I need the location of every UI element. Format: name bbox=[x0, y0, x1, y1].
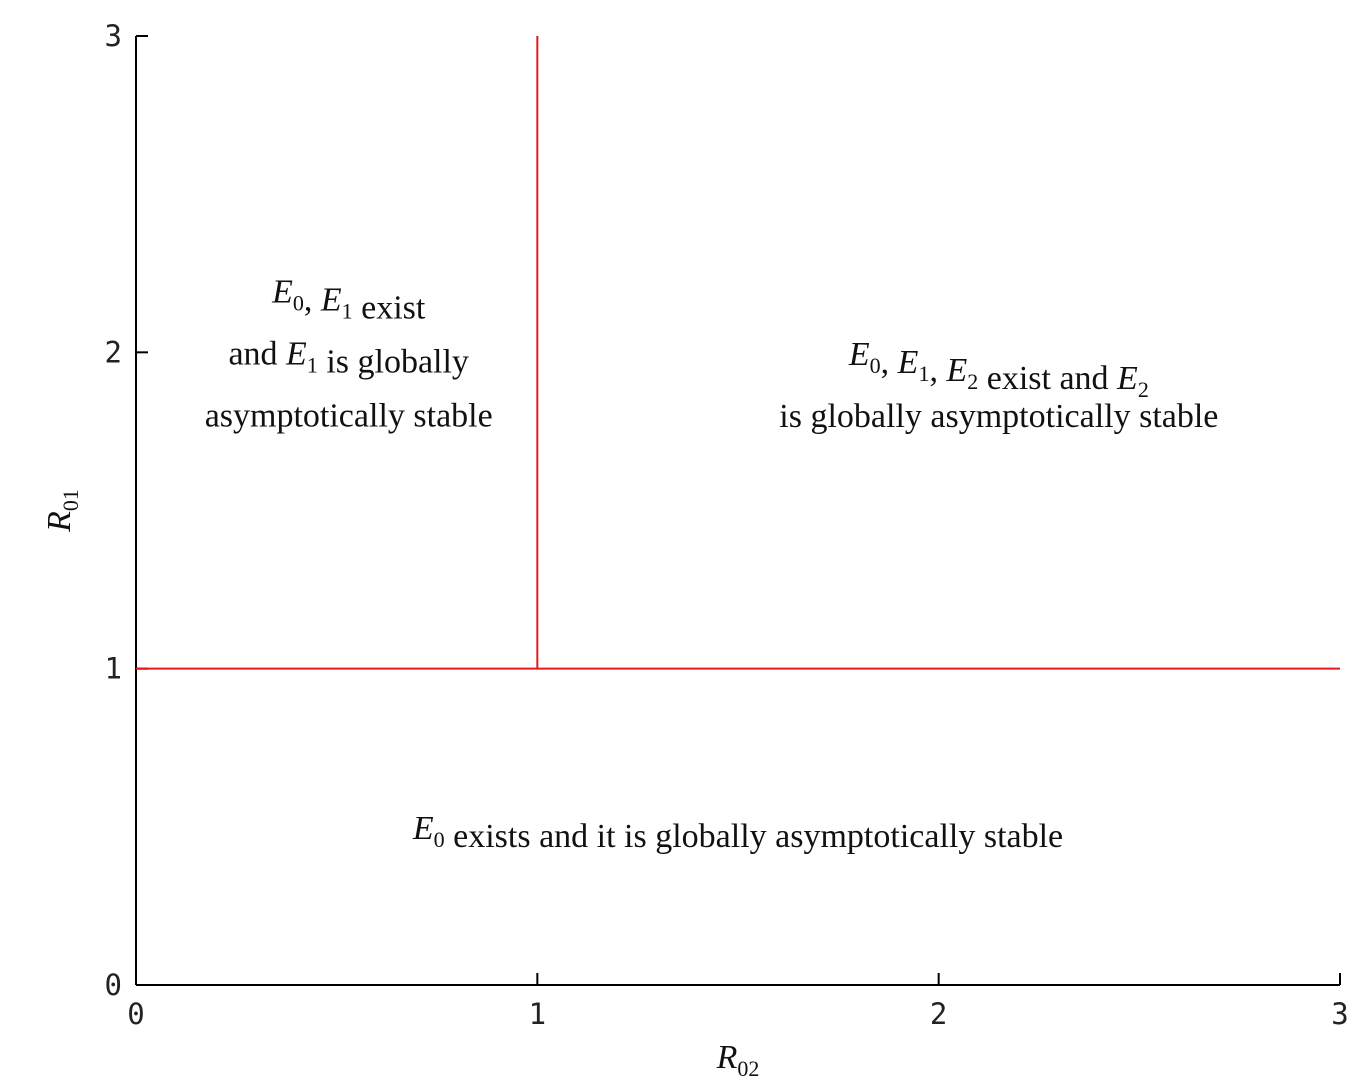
region-annotations: E0, E1 exist and E1 is globally asymptotic… bbox=[205, 273, 1219, 855]
x-axis-label: R02 bbox=[716, 1039, 760, 1081]
x-tick-label: 3 bbox=[1331, 997, 1348, 1031]
region-top-left-line: and E1 is globally bbox=[228, 335, 468, 380]
axis-labels: R02 R01 bbox=[41, 489, 759, 1081]
axes: 0 1 2 3 0 1 2 3 bbox=[105, 19, 1349, 1031]
x-tick-label: 0 bbox=[127, 997, 144, 1031]
y-tick-label: 3 bbox=[105, 19, 122, 53]
boundary-lines bbox=[136, 36, 1340, 670]
y-tick-label: 1 bbox=[105, 652, 122, 686]
region-top-left-line: E0, E1 exist bbox=[271, 273, 426, 326]
y-tick-label: 0 bbox=[105, 968, 122, 1002]
region-top-left-line: asymptotically stable bbox=[205, 397, 493, 434]
y-tick-label: 2 bbox=[105, 335, 122, 369]
y-axis-label: R01 bbox=[41, 489, 83, 533]
x-tick-label: 2 bbox=[930, 997, 947, 1031]
region-bottom-line: E0 exists and it is globally asymptotica… bbox=[412, 810, 1063, 855]
region-top-right-line: E0, E1, E2 exist and E2 bbox=[848, 336, 1149, 402]
region-top-right-line: is globally asymptotically stable bbox=[779, 398, 1218, 435]
x-tick-label: 1 bbox=[529, 997, 546, 1031]
